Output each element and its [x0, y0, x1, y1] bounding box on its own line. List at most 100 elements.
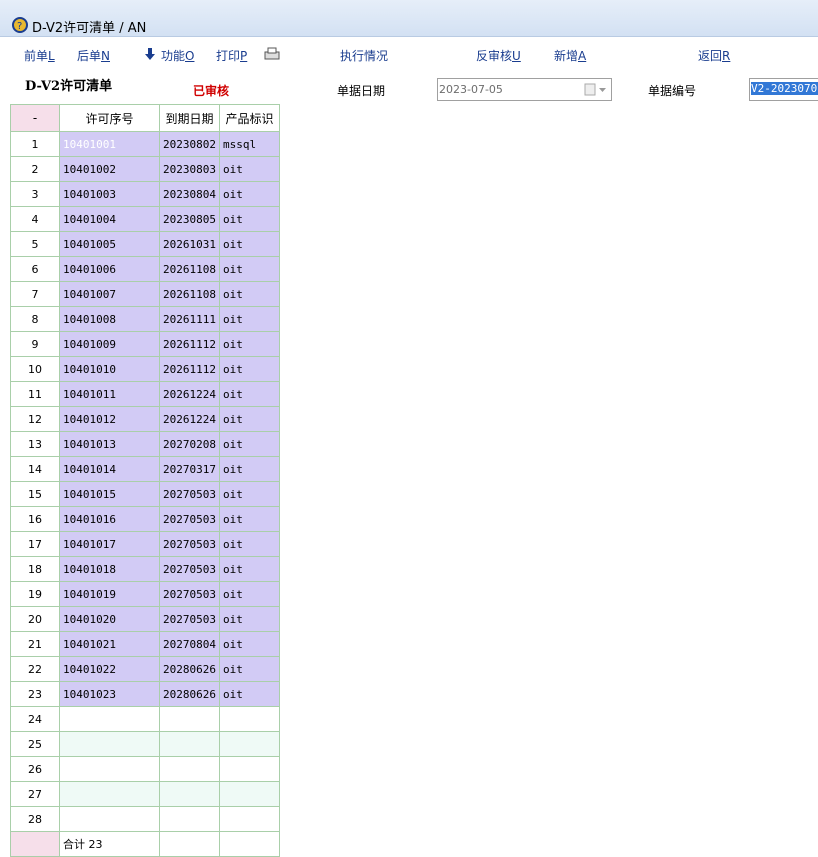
row-number: 15 — [10, 481, 60, 507]
column-header: - — [10, 104, 60, 132]
row-number: 4 — [10, 206, 60, 232]
grid-cell — [159, 706, 220, 732]
grid-cell: oit — [219, 356, 280, 382]
grid-row[interactable]: 19 10401019 20270503 oit — [10, 581, 280, 607]
grid-row[interactable]: 12 10401012 20261224 oit — [10, 406, 280, 432]
grid-row[interactable]: 20 10401020 20270503 oit — [10, 606, 280, 632]
grid-cell: oit — [219, 206, 280, 232]
grid-row[interactable]: 22 10401022 20280626 oit — [10, 656, 280, 682]
grid-cell: 20270503 — [159, 556, 220, 582]
grid-cell — [219, 806, 280, 832]
button-shortcut: O — [185, 49, 195, 63]
grid-cell: 20270503 — [159, 506, 220, 532]
toolbar-button[interactable]: 反审核U — [476, 47, 521, 64]
grid-cell: oit — [219, 406, 280, 432]
grid-cell: 20230803 — [159, 156, 220, 182]
toolbar-button[interactable]: 功能O — [161, 47, 194, 64]
row-number: 21 — [10, 631, 60, 657]
grid-cell: oit — [219, 156, 280, 182]
date-input[interactable]: 2023-07-05 — [437, 78, 612, 101]
row-number: 6 — [10, 256, 60, 282]
grid-row[interactable]: 4 10401004 20230805 oit — [10, 206, 280, 232]
grid-cell: 10401021 — [59, 631, 160, 657]
grid-cell — [159, 731, 220, 757]
toolbar-button[interactable]: 打印P — [216, 47, 247, 64]
grid-cell: 20261112 — [159, 331, 220, 357]
button-label: 功能 — [161, 49, 186, 63]
column-header: 许可序号 — [59, 104, 160, 132]
footer-corner — [10, 831, 60, 857]
toolbar-button[interactable]: 新增A — [554, 47, 586, 64]
row-number: 16 — [10, 506, 60, 532]
toolbar-button[interactable]: 后单N — [77, 47, 110, 64]
grid-cell: oit — [219, 656, 280, 682]
grid-cell: 20261108 — [159, 256, 220, 282]
date-label: 单据日期 — [337, 84, 386, 98]
empty-row: 25 — [10, 731, 280, 757]
grid-row[interactable]: 5 10401005 20261031 oit — [10, 231, 280, 257]
grid-row[interactable]: 2 10401002 20230803 oit — [10, 156, 280, 182]
grid-cell: oit — [219, 631, 280, 657]
grid-cell: 10401019 — [59, 581, 160, 607]
grid-row[interactable]: 1 10401001 20230802 mssql — [10, 131, 280, 157]
title-bar: ? D-V2许可清单 / AN — [0, 0, 818, 37]
row-number: 28 — [10, 806, 60, 832]
grid-cell: 20261108 — [159, 281, 220, 307]
grid-cell: 20270503 — [159, 481, 220, 507]
grid-cell: 10401003 — [59, 181, 160, 207]
grid-row[interactable]: 3 10401003 20230804 oit — [10, 181, 280, 207]
grid-row[interactable]: 14 10401014 20270317 oit — [10, 456, 280, 482]
button-shortcut: A — [578, 49, 587, 63]
grid-row[interactable]: 16 10401016 20270503 oit — [10, 506, 280, 532]
grid-row[interactable]: 21 10401021 20270804 oit — [10, 631, 280, 657]
grid-cell: 10401010 — [59, 356, 160, 382]
grid-cell: 10401006 — [59, 256, 160, 282]
grid-cell: oit — [219, 331, 280, 357]
grid-cell — [159, 781, 220, 807]
grid-cell: mssql — [219, 131, 280, 157]
row-number: 3 — [10, 181, 60, 207]
row-number: 18 — [10, 556, 60, 582]
grid-row[interactable]: 9 10401009 20261112 oit — [10, 331, 280, 357]
button-shortcut: R — [722, 49, 731, 63]
grid-cell: 10401001 — [59, 131, 160, 157]
button-label: 新增 — [554, 49, 579, 63]
printer-icon — [264, 47, 280, 60]
grid-cell — [219, 756, 280, 782]
row-number: 12 — [10, 406, 60, 432]
grid-row[interactable]: 15 10401015 20270503 oit — [10, 481, 280, 507]
grid-cell: oit — [219, 306, 280, 332]
grid-row[interactable]: 10 10401010 20261112 oit — [10, 356, 280, 382]
toolbar-button[interactable]: 执行情况 — [340, 47, 388, 64]
grid-row[interactable]: 17 10401017 20270503 oit — [10, 531, 280, 557]
row-number: 7 — [10, 281, 60, 307]
calendar-button[interactable] — [584, 83, 608, 97]
toolbar-button[interactable]: 前单L — [24, 47, 55, 64]
row-number: 8 — [10, 306, 60, 332]
grid-cell: 20261111 — [159, 306, 220, 332]
grid-row[interactable]: 6 10401006 20261108 oit — [10, 256, 280, 282]
row-number: 1 — [10, 131, 60, 157]
grid-cell: 10401013 — [59, 431, 160, 457]
toolbar-button[interactable]: 返回R — [698, 47, 730, 64]
grid-row[interactable]: 11 10401011 20261224 oit — [10, 381, 280, 407]
grid-cell — [59, 756, 160, 782]
grid-row[interactable]: 23 10401023 20280626 oit — [10, 681, 280, 707]
button-label: 前单 — [24, 49, 49, 63]
grid-row[interactable]: 7 10401007 20261108 oit — [10, 281, 280, 307]
grid-cell: 10401015 — [59, 481, 160, 507]
grid-cell: 20230804 — [159, 181, 220, 207]
row-number: 17 — [10, 531, 60, 557]
grid-cell: 10401020 — [59, 606, 160, 632]
button-label: 后单 — [77, 49, 102, 63]
total-count: 23 — [88, 838, 103, 851]
grid-row[interactable]: 13 10401013 20270208 oit — [10, 431, 280, 457]
number-input[interactable]: V2-20230705 — [749, 78, 818, 101]
row-number: 11 — [10, 381, 60, 407]
button-shortcut: P — [240, 49, 248, 63]
grid-row[interactable]: 8 10401008 20261111 oit — [10, 306, 280, 332]
grid-cell: oit — [219, 431, 280, 457]
row-number: 19 — [10, 581, 60, 607]
grid-cell — [159, 806, 220, 832]
grid-row[interactable]: 18 10401018 20270503 oit — [10, 556, 280, 582]
